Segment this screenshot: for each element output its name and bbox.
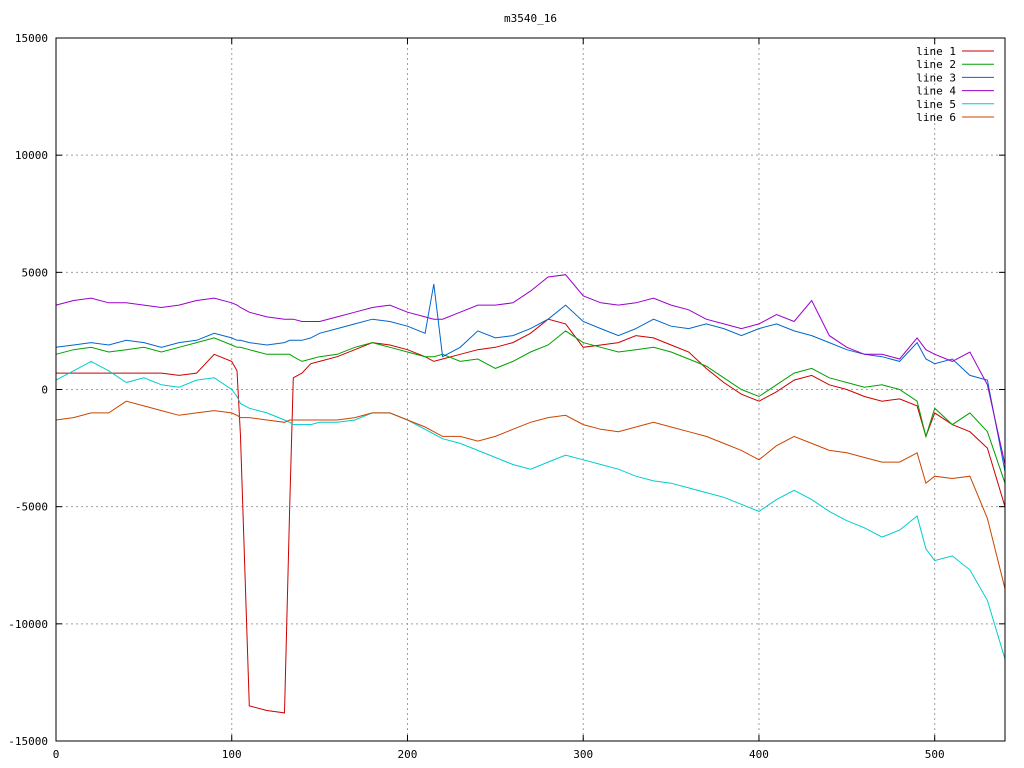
legend-entry-label: line 1 — [916, 45, 956, 58]
series-lines — [55, 274, 1006, 714]
series-line-5 — [55, 360, 1006, 660]
y-tick-label: -5000 — [15, 501, 48, 514]
legend-entry-label: line 4 — [916, 85, 956, 98]
legend-entry-label: line 5 — [916, 98, 956, 111]
y-tick-label: -10000 — [8, 618, 48, 631]
series-line-1 — [56, 318, 1006, 714]
series-line-4 — [55, 274, 1006, 465]
series-line-3 — [55, 284, 1006, 472]
x-tick-label: 0 — [53, 748, 60, 761]
axis-ticks — [55, 37, 1005, 742]
y-tick-label: -15000 — [8, 735, 48, 748]
x-tick-label: 400 — [749, 748, 769, 761]
series-line-2 — [55, 330, 1006, 484]
legend-entry-label: line 3 — [916, 71, 956, 84]
x-tick-label: 100 — [222, 748, 242, 761]
x-tick-label: 500 — [925, 748, 945, 761]
y-tick-label: 5000 — [22, 266, 49, 279]
y-tick-label: 15000 — [15, 32, 48, 45]
x-tick-label: 200 — [398, 748, 418, 761]
y-tick-label: 10000 — [15, 149, 48, 162]
legend-entry-label: line 6 — [916, 111, 956, 124]
legend-entry-label: line 2 — [916, 58, 956, 71]
x-tick-label: 300 — [573, 748, 593, 761]
y-tick-label: 0 — [41, 384, 48, 397]
series-line-6 — [55, 400, 1006, 589]
chart-title: m3540_16 — [504, 12, 557, 25]
tick-labels: 0 100 200 300 400 500 -15000 -10000 -5000 0 5000 10… — [8, 32, 944, 761]
